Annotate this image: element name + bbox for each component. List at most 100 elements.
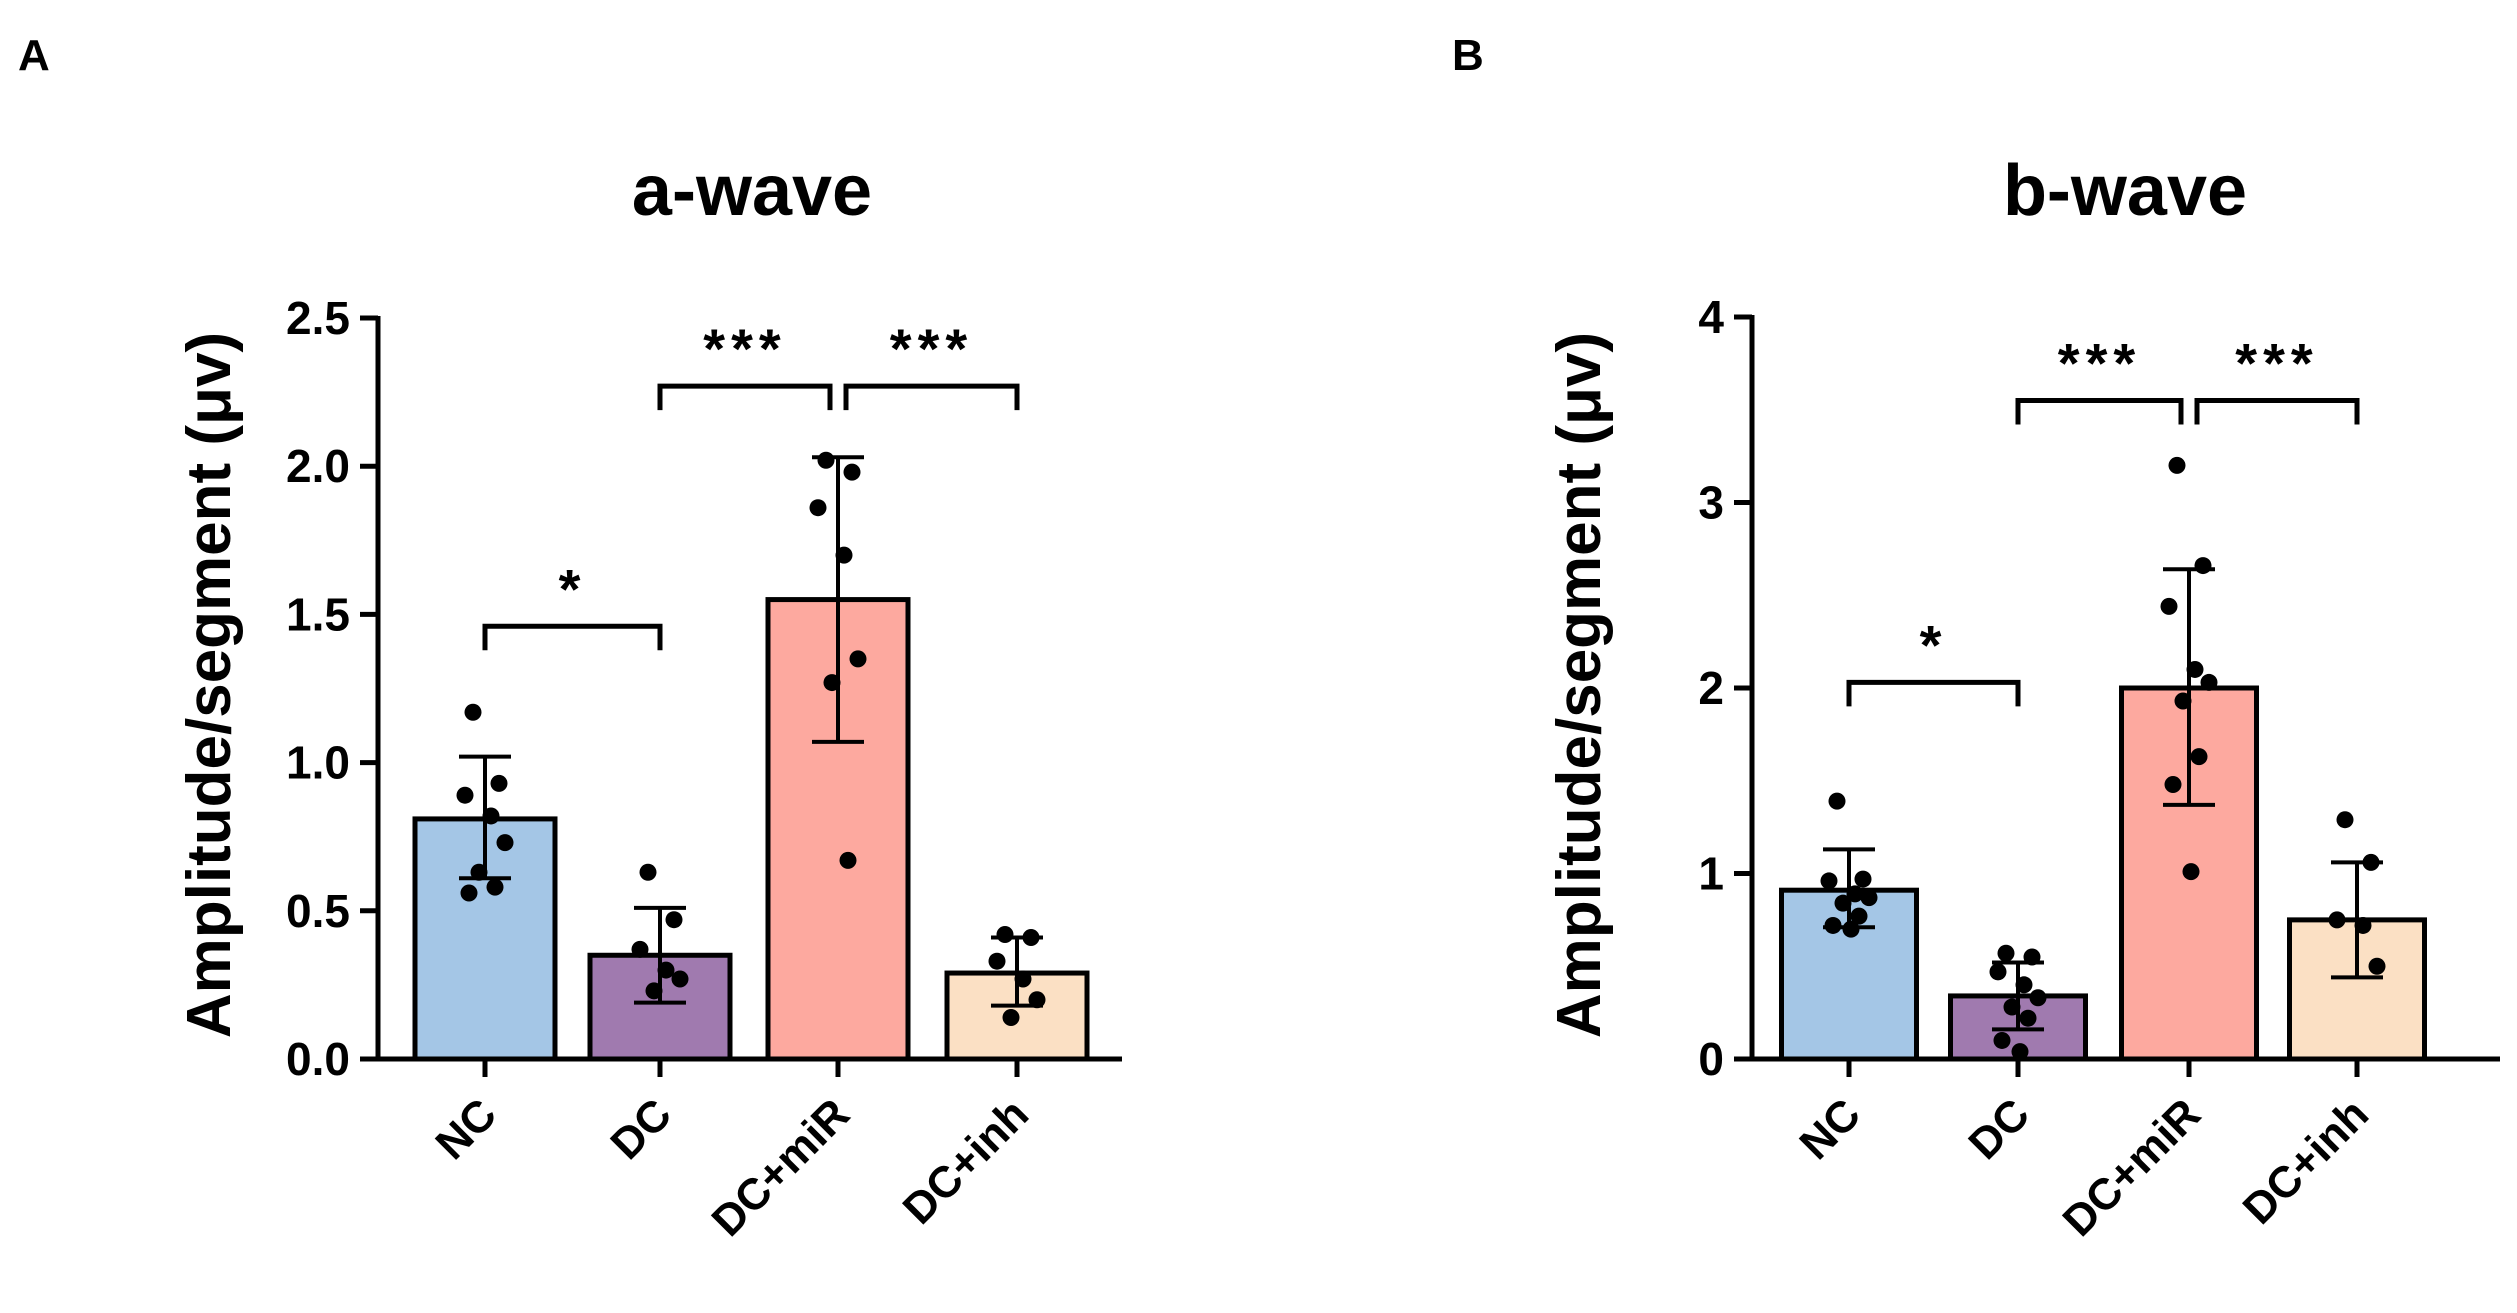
x-tick-label: DC bbox=[601, 1089, 681, 1169]
data-point bbox=[657, 961, 675, 979]
data-point bbox=[1022, 928, 1040, 946]
significance-bracket bbox=[2194, 397, 2360, 425]
data-point bbox=[823, 674, 841, 692]
data-point bbox=[639, 863, 657, 881]
x-tick-label: DC+inh bbox=[894, 1089, 1038, 1233]
data-point bbox=[1846, 885, 1864, 903]
data-point bbox=[1014, 970, 1032, 988]
panel-b: B b-wave Amplitude/segment (μv) 0 1 2 3 4 NC D… bbox=[1452, 31, 2500, 1246]
data-point bbox=[1854, 870, 1872, 888]
data-point bbox=[460, 884, 478, 902]
y-tick-label: 2.0 bbox=[286, 440, 350, 492]
y-tick-label: 4 bbox=[1698, 291, 1724, 343]
data-point bbox=[496, 834, 514, 852]
significance-label: *** bbox=[890, 317, 973, 380]
data-point bbox=[2015, 976, 2033, 994]
data-point bbox=[1834, 894, 1852, 912]
data-point bbox=[482, 807, 500, 825]
data-point bbox=[2029, 989, 2047, 1007]
data-point bbox=[2160, 597, 2178, 615]
y-axis-label-b: Amplitude/segment (μv) bbox=[1545, 332, 1614, 1038]
data-point bbox=[2362, 853, 2380, 871]
data-point bbox=[835, 546, 853, 564]
data-point bbox=[486, 878, 504, 896]
data-point bbox=[490, 774, 508, 792]
y-tick-label: 3 bbox=[1698, 477, 1724, 529]
data-point bbox=[988, 952, 1006, 970]
significance-bracket bbox=[657, 383, 833, 411]
data-point bbox=[631, 940, 649, 958]
data-point bbox=[671, 970, 689, 988]
y-tick-label: 0.0 bbox=[286, 1033, 350, 1085]
y-tick-label: 1 bbox=[1698, 848, 1724, 900]
data-point bbox=[1850, 907, 1868, 925]
data-point bbox=[817, 451, 835, 469]
significance-label: * bbox=[559, 557, 587, 620]
data-point bbox=[456, 786, 474, 804]
data-point bbox=[2194, 557, 2212, 575]
chart-title-b: b-wave bbox=[2003, 151, 2247, 231]
significance-bracket bbox=[482, 623, 663, 651]
significance-bracket bbox=[843, 383, 1020, 411]
data-point bbox=[2174, 692, 2192, 710]
y-tick-label: 0 bbox=[1698, 1033, 1724, 1085]
x-tick-label: DC bbox=[1959, 1089, 2039, 1169]
x-tick-label: DC+inh bbox=[2234, 1089, 2378, 1233]
data-point bbox=[2336, 811, 2354, 829]
data-point bbox=[2368, 957, 2386, 975]
data-point bbox=[843, 463, 861, 481]
x-tick-label: DC+miR bbox=[2054, 1089, 2211, 1246]
y-tick-label: 1.5 bbox=[286, 588, 350, 640]
y-tick-label: 0.5 bbox=[286, 885, 350, 937]
data-point bbox=[470, 863, 488, 881]
data-point bbox=[2182, 863, 2200, 881]
significance-bracket bbox=[1846, 679, 2021, 707]
data-point bbox=[645, 982, 663, 1000]
data-point bbox=[1860, 889, 1878, 907]
data-point bbox=[839, 851, 857, 869]
data-point bbox=[464, 703, 482, 721]
data-point bbox=[665, 911, 683, 929]
data-point bbox=[2023, 948, 2041, 966]
x-tick-label: DC+miR bbox=[703, 1089, 860, 1246]
data-point bbox=[849, 650, 867, 668]
data-point bbox=[1028, 991, 1046, 1009]
y-tick-label: 2 bbox=[1698, 662, 1724, 714]
data-point bbox=[809, 499, 827, 517]
data-point bbox=[2200, 673, 2218, 691]
data-point bbox=[1824, 916, 1842, 934]
y-tick-label: 2.5 bbox=[286, 292, 350, 344]
significance-label: *** bbox=[2235, 331, 2318, 394]
significance-bracket bbox=[2015, 397, 2184, 425]
data-point bbox=[1002, 1009, 1020, 1027]
data-point bbox=[996, 926, 1014, 944]
panel-a: A a-wave Amplitude/segment (μv) 0.0 0.5 1.… bbox=[18, 31, 1122, 1246]
panel-letter-a: A bbox=[18, 31, 50, 80]
panel-letter-b: B bbox=[1452, 31, 1484, 80]
data-point bbox=[1993, 1031, 2011, 1049]
data-point bbox=[2019, 1009, 2037, 1027]
plot-area-a: 0.00.51.01.52.02.5NC DC DC+miR DC+inh**** **… bbox=[286, 292, 1122, 1246]
data-point bbox=[1842, 920, 1860, 938]
data-point bbox=[2328, 911, 2346, 929]
data-point bbox=[2164, 775, 2182, 793]
data-point bbox=[1828, 792, 1846, 810]
chart-title-a: a-wave bbox=[632, 151, 872, 231]
data-point bbox=[2011, 1043, 2029, 1061]
data-point bbox=[1997, 944, 2015, 962]
significance-label: *** bbox=[703, 317, 786, 380]
y-tick-label: 1.0 bbox=[286, 737, 350, 789]
data-point bbox=[2354, 916, 2372, 934]
x-tick-label: NC bbox=[426, 1089, 506, 1169]
data-point bbox=[2190, 748, 2208, 766]
data-point bbox=[1820, 872, 1838, 890]
y-axis-label-a: Amplitude/segment (μv) bbox=[175, 332, 244, 1038]
data-point bbox=[2186, 660, 2204, 678]
data-point bbox=[2003, 998, 2021, 1016]
x-tick-label: NC bbox=[1790, 1089, 1870, 1169]
data-point bbox=[2168, 456, 2186, 474]
significance-label: *** bbox=[2058, 331, 2141, 394]
data-point bbox=[1989, 963, 2007, 981]
